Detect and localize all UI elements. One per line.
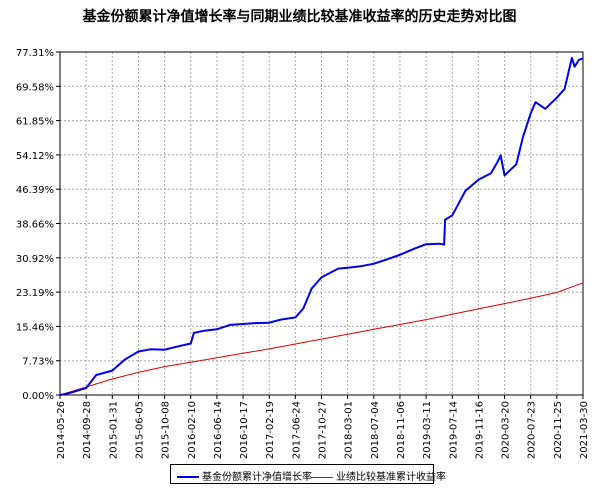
legend-item-fund: 基金份额累计净值增长率 <box>177 468 312 483</box>
x-tick-label: 2018-03-01 <box>344 401 355 459</box>
y-tick-label: 38.66% <box>16 220 54 231</box>
x-tick-label: 2020-11-25 <box>553 401 564 459</box>
x-tick-label: 2019-11-16 <box>474 401 485 459</box>
y-tick-label: 23.19% <box>16 288 54 299</box>
x-tick-label: 2015-01-31 <box>108 401 119 459</box>
x-tick-label: 2019-03-11 <box>422 401 433 459</box>
plot-frame <box>59 51 584 396</box>
chart-title: 基金份额累计净值增长率与同期业绩比较基准收益率的历史走势对比图 <box>82 9 517 25</box>
series-line-benchmark <box>59 282 584 396</box>
legend-swatch-benchmark <box>311 476 333 478</box>
y-tick-label: 61.85% <box>16 117 54 128</box>
y-tick-label: 77.31% <box>16 48 54 59</box>
y-tick-label: 46.39% <box>16 185 54 196</box>
x-tick-label: 2014-09-28 <box>82 401 93 459</box>
x-tick-label: 2020-07-23 <box>527 401 538 459</box>
x-tick-label: 2017-06-24 <box>291 401 302 459</box>
x-tick-label: 2015-10-08 <box>161 401 172 459</box>
x-tick-label: 2021-03-30 <box>579 401 590 459</box>
y-tick-label: 7.73% <box>22 357 54 368</box>
y-tick-label: 30.92% <box>16 254 54 265</box>
x-tick-label: 2015-06-05 <box>134 401 145 459</box>
legend-label-fund: 基金份额累计净值增长率 <box>202 472 312 483</box>
x-tick-label: 2017-02-19 <box>265 401 276 459</box>
x-tick-label: 2016-06-14 <box>213 401 224 459</box>
chart-legend: 基金份额累计净值增长率 业绩比较基准累计收益率 <box>170 464 446 484</box>
x-tick-label: 2019-07-14 <box>448 401 459 459</box>
legend-label-benchmark: 业绩比较基准累计收益率 <box>336 472 446 483</box>
x-tick-label: 2016-10-17 <box>239 401 250 459</box>
y-tick-label: 0.00% <box>22 391 54 402</box>
legend-item-benchmark: 业绩比较基准累计收益率 <box>311 468 446 483</box>
legend-swatch-fund <box>177 476 199 478</box>
x-tick-label: 2016-02-10 <box>187 401 198 459</box>
x-tick-label: 2020-03-20 <box>501 401 512 459</box>
y-tick-label: 15.46% <box>16 322 54 333</box>
series-line-fund <box>59 56 584 396</box>
x-tick-label: 2018-07-04 <box>370 401 381 459</box>
x-tick-label: 2017-10-27 <box>318 401 329 459</box>
x-tick-label: 2018-11-06 <box>396 401 407 459</box>
x-tick-label: 2014-05-26 <box>56 401 67 459</box>
y-tick-label: 69.58% <box>16 82 54 93</box>
y-tick-label: 54.12% <box>16 151 54 162</box>
